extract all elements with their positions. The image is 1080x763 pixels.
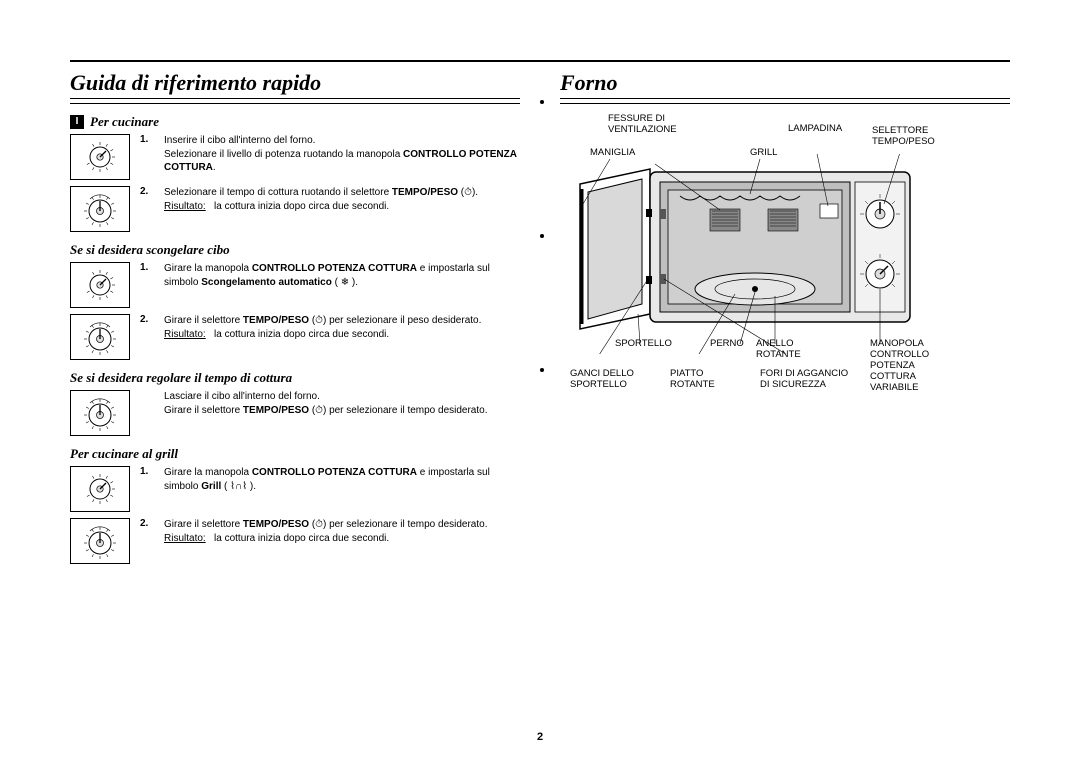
right-column: Forno FESSURE DI VENTILAZIONE LAMPADINA … xyxy=(560,70,1010,570)
step-row: 2. Girare il selettore TEMPO/PESO (⏱) per… xyxy=(70,314,520,360)
section-heading-text: Per cucinare al grill xyxy=(70,446,178,462)
timer-dial-icon xyxy=(70,518,130,564)
page-number: 2 xyxy=(537,731,543,743)
step-text: Selezionare il tempo di cottura ruotando… xyxy=(164,186,478,213)
oven-illustration xyxy=(560,154,970,354)
oven-diagram: FESSURE DI VENTILAZIONE LAMPADINA SELETT… xyxy=(560,114,1010,434)
step-text: Lasciare il cibo all'interno del forno.G… xyxy=(164,390,488,417)
step-number: 1. xyxy=(140,466,154,477)
label-lampadina: LAMPADINA xyxy=(788,124,842,135)
step-text: Girare la manopola CONTROLLO POTENZA COT… xyxy=(164,262,520,289)
section-heading-text: Per cucinare xyxy=(90,114,159,130)
label-sportello: SPORTELLO xyxy=(615,339,672,350)
left-column: Guida di riferimento rapido I Per cucinar… xyxy=(70,70,520,570)
step-text: Girare la manopola CONTROLLO POTENZA COT… xyxy=(164,466,520,493)
label-fessure: FESSURE DI VENTILAZIONE xyxy=(608,114,677,136)
step-number: 2. xyxy=(140,186,154,197)
step-row: 1. Inserire il cibo all'interno del forno… xyxy=(70,134,520,180)
power-dial-icon xyxy=(70,134,130,180)
timer-dial-icon xyxy=(70,390,130,436)
step-row: 2. Girare il selettore TEMPO/PESO (⏱) per… xyxy=(70,518,520,564)
label-manopola: MANOPOLA CONTROLLO POTENZA COTTURA VARIA… xyxy=(870,339,929,394)
step-row: 1. Girare la manopola CONTROLLO POTENZA C… xyxy=(70,262,520,308)
step-number: 2. xyxy=(140,518,154,529)
step-row: 2. Selezionare il tempo di cottura ruotan… xyxy=(70,186,520,232)
section-heading: Se si desidera scongelare cibo xyxy=(70,242,520,258)
step-row: Lasciare il cibo all'interno del forno.G… xyxy=(70,390,520,436)
label-perno: PERNO xyxy=(710,339,744,350)
power-dial-icon xyxy=(70,262,130,308)
step-text: Girare il selettore TEMPO/PESO (⏱) per s… xyxy=(164,314,481,341)
timer-dial-icon xyxy=(70,314,130,360)
section-heading-text: Se si desidera regolare il tempo di cott… xyxy=(70,370,292,386)
step-number: 1. xyxy=(140,134,154,145)
timer-dial-icon xyxy=(70,186,130,232)
power-dial-icon xyxy=(70,466,130,512)
section-heading: Se si desidera regolare il tempo di cott… xyxy=(70,370,520,386)
step-number: 1. xyxy=(140,262,154,273)
step-text: Girare il selettore TEMPO/PESO (⏱) per s… xyxy=(164,518,488,545)
label-anello: ANELLO ROTANTE xyxy=(756,339,801,361)
label-ganci: GANCI DELLO SPORTELLO xyxy=(570,369,634,391)
step-number: 2. xyxy=(140,314,154,325)
section-heading: I Per cucinare xyxy=(70,114,520,130)
section-heading: Per cucinare al grill xyxy=(70,446,520,462)
step-text: Inserire il cibo all'interno del forno.S… xyxy=(164,134,520,175)
section-heading-text: Se si desidera scongelare cibo xyxy=(70,242,230,258)
column-separator-dots xyxy=(540,100,544,372)
left-title: Guida di riferimento rapido xyxy=(70,70,520,99)
right-title: Forno xyxy=(560,70,1010,99)
label-selettore: SELETTORE TEMPO/PESO xyxy=(872,126,935,148)
step-row: 1. Girare la manopola CONTROLLO POTENZA C… xyxy=(70,466,520,512)
language-badge: I xyxy=(70,115,84,129)
label-piatto: PIATTO ROTANTE xyxy=(670,369,715,391)
label-fori: FORI DI AGGANCIO DI SICUREZZA xyxy=(760,369,848,391)
